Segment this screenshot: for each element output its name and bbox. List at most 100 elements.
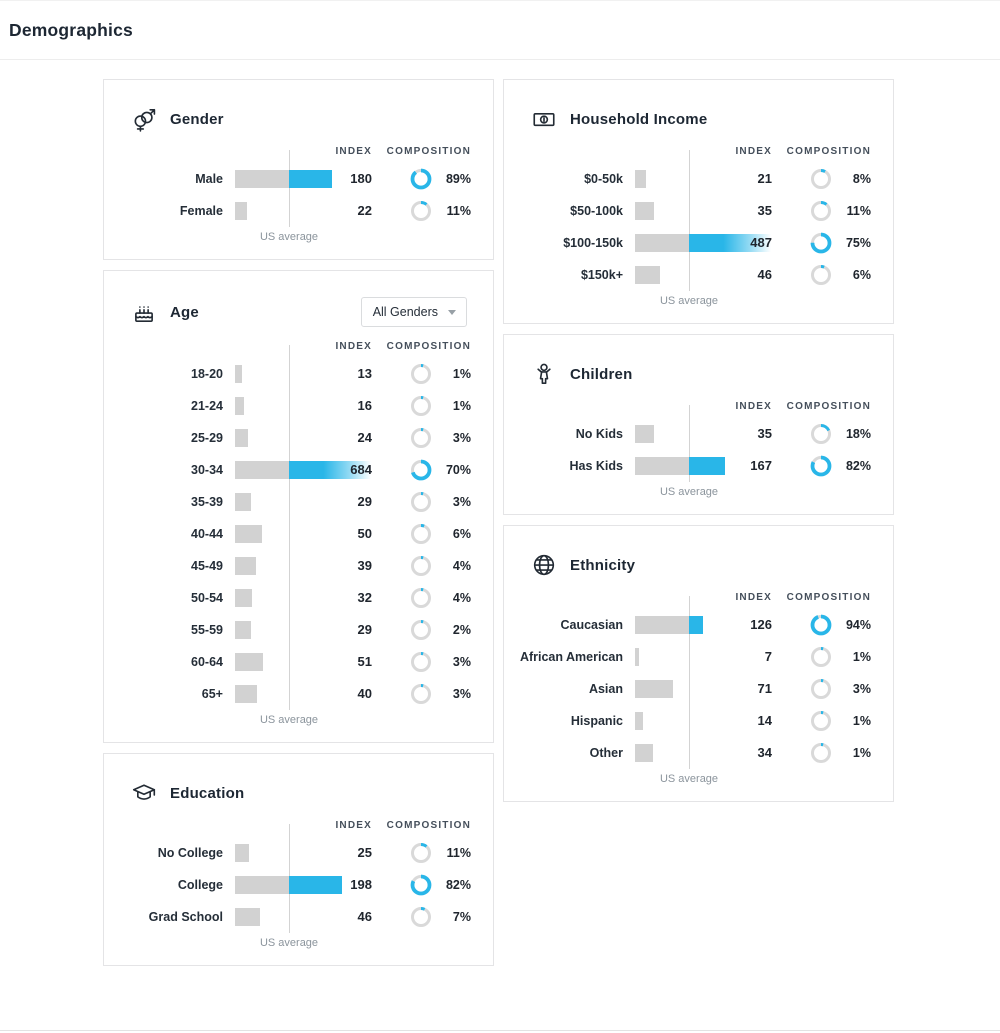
composition-donut: [772, 710, 832, 732]
index-bar-base: [635, 266, 660, 284]
composition-value: 6%: [452, 527, 471, 541]
donut-chart: [410, 459, 432, 481]
banknote-icon: [531, 106, 557, 132]
composition-donut: [772, 264, 832, 286]
row-label: 60-64: [191, 655, 223, 669]
index-bar: 14: [635, 705, 772, 737]
card-age: Age All Genders INDEX COMPOSITION 18-20 …: [103, 270, 494, 743]
composition-value: 1%: [852, 714, 871, 728]
index-value: 24: [357, 430, 372, 445]
index-bar-base: [635, 202, 654, 220]
donut-chart: [811, 647, 831, 667]
table-rows: Male 180 89% Female 22 11%: [104, 150, 493, 227]
index-bar: 39: [235, 550, 372, 582]
row-label: No College: [157, 846, 223, 860]
composition-value: 1%: [452, 367, 471, 381]
composition-donut: [372, 619, 432, 641]
index-bar-base: [635, 712, 643, 730]
table-row: No Kids 35 18%: [504, 418, 893, 450]
birthday-cake-icon: [131, 299, 157, 325]
table-row: Has Kids 167 82%: [504, 450, 893, 482]
index-value: 34: [757, 745, 772, 760]
table-row: 40-44 50 6%: [104, 518, 493, 550]
index-bar: 21: [635, 163, 772, 195]
table-row: Grad School 46 7%: [104, 901, 493, 933]
index-bar: 29: [235, 486, 372, 518]
card-title: Ethnicity: [570, 556, 636, 574]
card-education: Education INDEX COMPOSITION No College 2…: [103, 753, 494, 966]
row-label: $50-100k: [570, 204, 623, 218]
table-rows: Caucasian 126 94% African American 7 1% …: [504, 596, 893, 769]
composition-donut: [772, 678, 832, 700]
row-label: $0-50k: [584, 172, 623, 186]
table-row: 65+ 40 3%: [104, 678, 493, 710]
index-value: 40: [357, 686, 372, 701]
index-bar: 32: [235, 582, 372, 614]
row-label: Other: [589, 746, 623, 760]
index-value: 16: [357, 398, 372, 413]
donut-chart: [411, 201, 431, 221]
index-bar: 16: [235, 390, 372, 422]
composition-value: 8%: [852, 172, 871, 186]
index-value: 198: [350, 877, 372, 892]
index-bar-overflow: [689, 616, 703, 634]
card-table: INDEX COMPOSITION 18-20 13 1% 21-24 16 1…: [104, 341, 493, 726]
composition-value: 82%: [845, 459, 871, 473]
page-title: Demographics: [9, 19, 133, 40]
donut-chart: [410, 874, 432, 896]
index-bar-base: [235, 461, 289, 479]
composition-donut: [372, 200, 432, 222]
composition-donut: [372, 395, 432, 417]
card-header: Children: [504, 335, 893, 387]
index-bar-base: [235, 557, 257, 575]
index-bar-base: [235, 365, 242, 383]
composition-donut: [372, 555, 432, 577]
row-label: 21-24: [191, 399, 223, 413]
index-bar-base: [235, 908, 260, 926]
index-bar: 71: [635, 673, 772, 705]
donut-chart: [811, 424, 831, 444]
composition-donut: [372, 363, 432, 385]
us-average-line: [289, 150, 290, 227]
index-value: 29: [357, 494, 372, 509]
us-average-line: [689, 596, 690, 769]
row-label: 25-29: [191, 431, 223, 445]
index-value: 21: [757, 171, 772, 186]
composition-column-header: COMPOSITION: [786, 146, 871, 157]
table-row: No College 25 11%: [104, 837, 493, 869]
index-bar-base: [235, 589, 253, 607]
donut-chart: [411, 524, 431, 544]
composition-column-header: COMPOSITION: [386, 820, 471, 831]
table-header: INDEX COMPOSITION: [104, 341, 493, 352]
composition-value: 89%: [445, 172, 471, 186]
table-row: 25-29 24 3%: [104, 422, 493, 454]
table-rows: 18-20 13 1% 21-24 16 1% 25-29 24 3% 30-3…: [104, 345, 493, 710]
index-bar-base: [635, 744, 654, 762]
card-title: Gender: [170, 110, 224, 128]
composition-value: 3%: [452, 431, 471, 445]
composition-value: 94%: [845, 618, 871, 632]
row-label: 35-39: [191, 495, 223, 509]
composition-donut: [772, 200, 832, 222]
donut-chart: [411, 492, 431, 512]
donut-chart: [411, 396, 431, 416]
card-table: INDEX COMPOSITION No College 25 11% Coll…: [104, 820, 493, 949]
card-gender: Gender INDEX COMPOSITION Male 180 89% Fe…: [103, 79, 494, 260]
left-column: Gender INDEX COMPOSITION Male 180 89% Fe…: [103, 79, 494, 966]
donut-chart: [811, 265, 831, 285]
composition-value: 3%: [452, 655, 471, 669]
composition-donut: [772, 455, 832, 477]
composition-value: 4%: [452, 591, 471, 605]
index-bar-overflow: [689, 234, 771, 252]
index-bar-base: [235, 621, 251, 639]
composition-donut: [372, 459, 432, 481]
us-average-label: US average: [659, 486, 719, 498]
row-label: Asian: [588, 682, 623, 696]
row-label: 55-59: [191, 623, 223, 637]
index-value: 7: [764, 649, 772, 664]
donut-chart: [810, 232, 832, 254]
table-rows: No College 25 11% College 198 82% Grad S…: [104, 824, 493, 933]
index-value: 684: [350, 462, 372, 477]
gender-filter-dropdown[interactable]: All Genders: [360, 297, 467, 327]
donut-chart: [811, 711, 831, 731]
